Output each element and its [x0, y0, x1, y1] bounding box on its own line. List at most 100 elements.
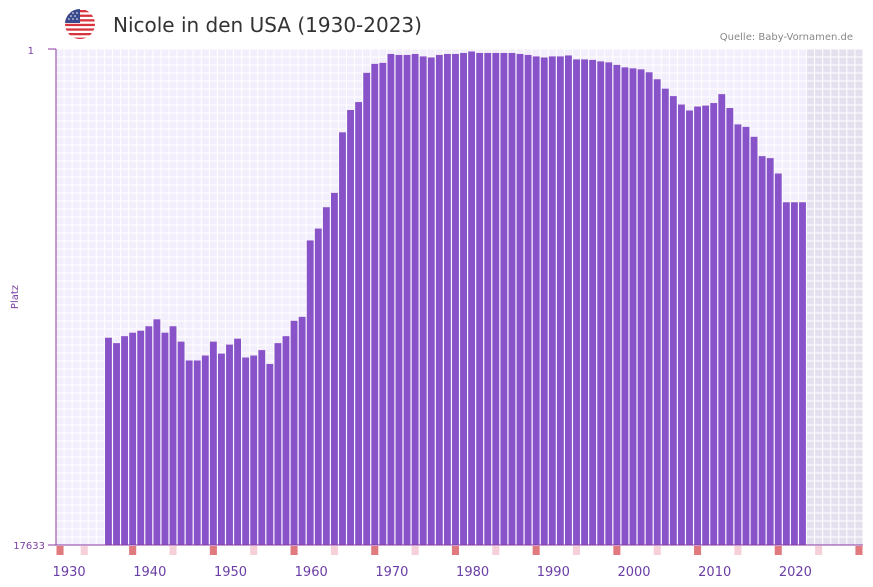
grid: [55, 48, 864, 546]
bar-1988: [532, 56, 540, 545]
bar-2013: [734, 124, 742, 545]
bar-2005: [669, 96, 677, 546]
bar-1973: [411, 53, 419, 546]
bar-1949: [218, 353, 225, 545]
bar-1946: [193, 360, 201, 545]
bar-2003: [653, 79, 661, 546]
marker-light-2013: [734, 546, 742, 555]
bar-1992: [565, 55, 572, 545]
bar-2004: [661, 88, 669, 546]
marker-light-1963: [330, 546, 338, 555]
plot-area: [48, 48, 864, 555]
us-flag-icon: [65, 9, 95, 39]
bar-2015: [750, 136, 758, 546]
bar-1986: [516, 53, 524, 546]
x-tick-label: 1960: [295, 565, 328, 580]
bar-1972: [403, 54, 411, 546]
bar-1947: [201, 355, 209, 545]
bar-1951: [234, 338, 242, 545]
bar-1961: [314, 228, 322, 545]
bar-1941: [153, 319, 161, 545]
bar-1939: [137, 330, 145, 545]
marker-light-1993: [572, 546, 581, 555]
marker-1929: [56, 546, 64, 555]
source-credit: Quelle: Baby-Vornamen.de: [720, 32, 853, 43]
bar-1981: [476, 52, 484, 546]
bar-2000: [629, 68, 637, 546]
bar-1955: [266, 363, 274, 545]
bar-1996: [597, 61, 605, 546]
bar-1994: [581, 59, 589, 545]
marker-1938: [129, 546, 137, 555]
bar-1960: [306, 240, 314, 545]
bottom-markers: [56, 546, 863, 555]
bar-2019: [782, 202, 790, 545]
bar-1943: [169, 326, 177, 545]
bar-1983: [492, 52, 500, 546]
bar-1987: [524, 54, 532, 546]
bar-1937: [121, 336, 129, 545]
marker-light-1983: [492, 546, 500, 555]
bar-1967: [363, 72, 371, 546]
bar-1985: [508, 52, 516, 546]
marker-2018: [774, 546, 782, 555]
bar-2007: [686, 110, 693, 545]
bar-1995: [589, 59, 597, 546]
bar-1971: [395, 54, 403, 546]
bar-1944: [177, 341, 185, 545]
x-tick-label: 2000: [617, 565, 650, 580]
bar-1958: [290, 320, 298, 545]
bar-1999: [621, 67, 629, 546]
marker-1948: [209, 546, 217, 555]
bar-1945: [185, 360, 193, 545]
bar-2001: [637, 69, 645, 545]
bar-1970: [387, 53, 395, 546]
x-tick-label: 1950: [214, 565, 247, 580]
marker-light-1932: [80, 546, 88, 555]
x-tick-label: 2010: [698, 565, 731, 580]
bar-1998: [613, 64, 621, 545]
bar-2009: [702, 105, 710, 545]
bar-1959: [298, 316, 306, 545]
bar-2002: [645, 72, 653, 545]
bar-1980: [468, 51, 476, 545]
bar-1938: [129, 332, 137, 545]
bar-2014: [742, 126, 750, 545]
bars: [105, 51, 806, 546]
bar-1965: [347, 110, 354, 546]
bar-1940: [145, 326, 153, 545]
bar-2006: [677, 104, 685, 545]
bar-2021: [799, 202, 806, 545]
marker-1958: [290, 546, 298, 555]
bar-1977: [443, 53, 451, 546]
bar-1978: [452, 53, 459, 546]
bar-1935: [105, 337, 112, 545]
bar-1968: [371, 63, 379, 545]
bar-1990: [548, 56, 556, 545]
bar-2010: [710, 103, 718, 546]
marker-light-1953: [250, 546, 258, 555]
x-axis-ticks: 1930 1940 1950 1960 1970 1980 1990 2000 2010 2020: [53, 565, 812, 580]
bar-2008: [694, 106, 701, 545]
bar-2012: [726, 108, 734, 546]
y-top-label: 1: [28, 46, 34, 57]
bar-2020: [790, 202, 798, 545]
bar-1993: [573, 59, 580, 545]
bar-1962: [322, 207, 330, 545]
bar-1984: [500, 52, 508, 546]
bar-1979: [460, 52, 467, 546]
bar-1948: [209, 341, 217, 545]
bar-1991: [556, 56, 564, 545]
bar-1953: [250, 355, 258, 545]
bar-1969: [379, 62, 387, 545]
marker-light-2003: [653, 546, 661, 555]
bar-1950: [226, 344, 233, 545]
bar-1954: [258, 350, 266, 545]
marker-2008: [694, 546, 702, 555]
x-tick-label: 1970: [375, 565, 408, 580]
bar-1963: [330, 192, 338, 545]
marker-1968: [371, 546, 379, 555]
x-tick-label: 1940: [133, 565, 166, 580]
marker-2028: [855, 546, 863, 555]
